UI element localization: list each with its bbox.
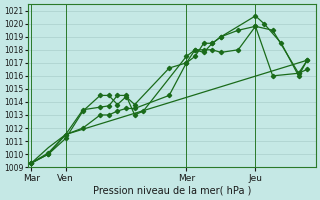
X-axis label: Pression niveau de la mer( hPa ): Pression niveau de la mer( hPa ) [92,186,251,196]
